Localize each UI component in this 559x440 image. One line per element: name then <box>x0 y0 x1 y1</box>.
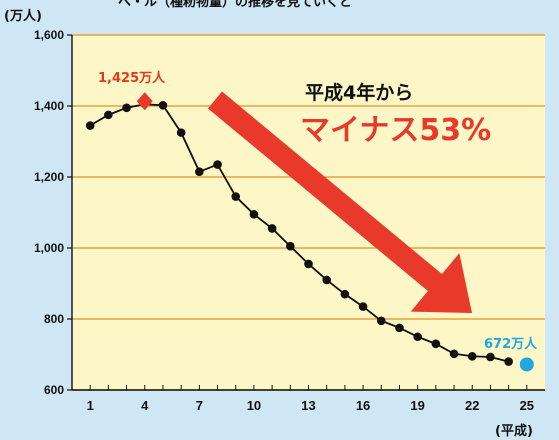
data-point <box>504 357 513 366</box>
data-point <box>249 209 259 219</box>
x-tick-label: 25 <box>520 398 534 413</box>
data-point <box>85 121 95 130</box>
decline-arrow <box>207 91 472 313</box>
data-point <box>413 332 422 342</box>
chart-title: ペ・ル（種籾物量）の推移を見ていくと <box>118 0 352 10</box>
decline-percentage: マイナス53% <box>300 113 491 148</box>
data-point <box>122 103 131 113</box>
x-tick-label: 13 <box>301 398 315 413</box>
data-point <box>431 339 441 349</box>
data-point <box>395 323 404 333</box>
y-axis-unit: (万人) <box>4 8 42 24</box>
data-point <box>376 316 386 326</box>
data-point <box>449 349 459 359</box>
x-tick-label: 10 <box>247 398 261 413</box>
data-point <box>340 289 350 299</box>
data-point <box>358 302 368 311</box>
x-tick-label: 7 <box>196 398 203 413</box>
last-point <box>519 357 534 372</box>
data-point <box>195 167 204 176</box>
x-tick-label: 19 <box>410 398 424 413</box>
data-point <box>213 160 222 169</box>
data-point <box>467 351 477 361</box>
y-tick-label: 1,400 <box>34 99 64 113</box>
y-tick-label: 1,600 <box>34 28 64 42</box>
x-tick-label: 4 <box>141 398 149 413</box>
arrow-shaft <box>207 91 458 304</box>
arrow-head <box>410 253 472 313</box>
y-tick-label: 800 <box>44 312 64 326</box>
data-point <box>322 275 331 285</box>
data-points <box>85 92 534 372</box>
data-point <box>176 128 186 137</box>
data-point <box>158 100 168 110</box>
last-value-label: 672万人 <box>484 336 538 352</box>
plot-area <box>72 35 545 390</box>
data-point <box>104 110 113 120</box>
data-point <box>304 259 313 269</box>
x-tick-label: 16 <box>356 398 370 413</box>
data-point <box>486 352 495 362</box>
y-tick-label: 1,000 <box>34 241 64 255</box>
peak-label: 1,425万人 <box>98 70 166 86</box>
x-axis-ticks: 1 4 7 10 13 16 19 22 25 <box>72 385 545 413</box>
x-axis-unit: (平成) <box>495 423 533 439</box>
y-tick-label: 600 <box>44 383 64 397</box>
y-axis-ticks: 600 800 1,000 1,200 1,400 1,600 <box>34 28 73 397</box>
x-tick-label: 22 <box>465 398 479 413</box>
data-point <box>267 224 277 233</box>
decline-heading: 平成4年から <box>305 81 413 104</box>
y-tick-label: 1,200 <box>34 170 64 184</box>
data-point <box>286 241 295 251</box>
peak-point <box>136 92 153 111</box>
x-tick-label: 1 <box>87 398 94 413</box>
data-point <box>231 192 241 201</box>
